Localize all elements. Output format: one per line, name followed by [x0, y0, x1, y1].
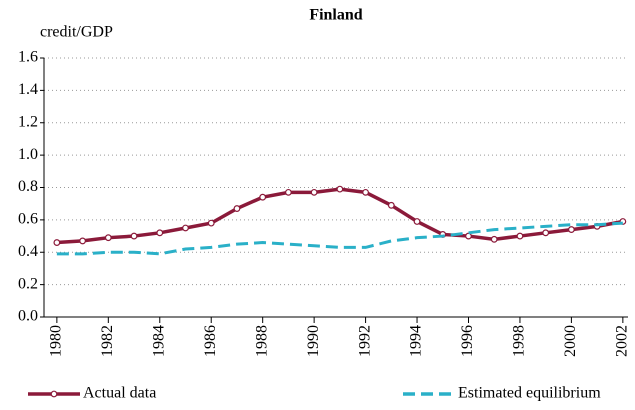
data-point	[130, 232, 138, 240]
data-point	[413, 218, 421, 225]
data-point	[182, 224, 189, 232]
y-tick-label: 0.6	[18, 211, 38, 228]
x-tick-label: 2000	[562, 325, 579, 357]
y-tick-label: 0.8	[18, 178, 38, 195]
y-tick-label: 0.0	[18, 308, 38, 325]
legend-label: Estimated equilibrium	[458, 385, 601, 402]
series-line	[56, 187, 624, 245]
y-tick-label: 1.6	[18, 49, 38, 66]
chart-title: Finland	[309, 7, 362, 24]
series-line	[56, 221, 623, 256]
x-tick-label: 1994	[408, 325, 425, 357]
legend-label: Actual data	[83, 385, 156, 402]
y-tick-label: 0.4	[18, 243, 38, 260]
data-point	[362, 188, 369, 196]
x-tick-label: 1982	[99, 325, 116, 357]
legend-marker	[50, 390, 58, 398]
y-tick-label: 1.4	[18, 81, 38, 98]
data-point	[79, 237, 86, 245]
x-tick-label: 1988	[253, 325, 270, 357]
x-tick-label: 1996	[459, 325, 476, 357]
data-point	[310, 188, 318, 196]
data-point	[387, 201, 395, 209]
y-tick-label: 1.2	[18, 113, 38, 130]
y-tick-label: 0.2	[18, 275, 38, 292]
data-point	[542, 229, 550, 237]
data-point	[516, 232, 524, 240]
data-point	[336, 185, 344, 193]
x-tick-label: 1986	[202, 325, 219, 357]
x-tick-label: 1998	[511, 325, 528, 357]
x-tick-label: 1990	[305, 325, 322, 357]
x-tick-label: 2002	[614, 325, 631, 357]
data-point	[285, 188, 292, 196]
y-axis-label: credit/GDP	[40, 24, 113, 41]
data-point	[259, 193, 267, 201]
data-point	[465, 232, 472, 240]
x-tick-label: 1980	[48, 325, 65, 357]
data-point	[233, 205, 241, 212]
data-point	[207, 219, 215, 227]
data-point	[53, 239, 61, 246]
data-point	[104, 234, 112, 242]
data-point	[568, 226, 575, 233]
x-tick-label: 1984	[150, 325, 167, 357]
data-point	[490, 235, 498, 243]
y-tick-label: 1.0	[18, 146, 38, 163]
x-tick-label: 1992	[356, 325, 373, 357]
data-point	[156, 229, 164, 237]
